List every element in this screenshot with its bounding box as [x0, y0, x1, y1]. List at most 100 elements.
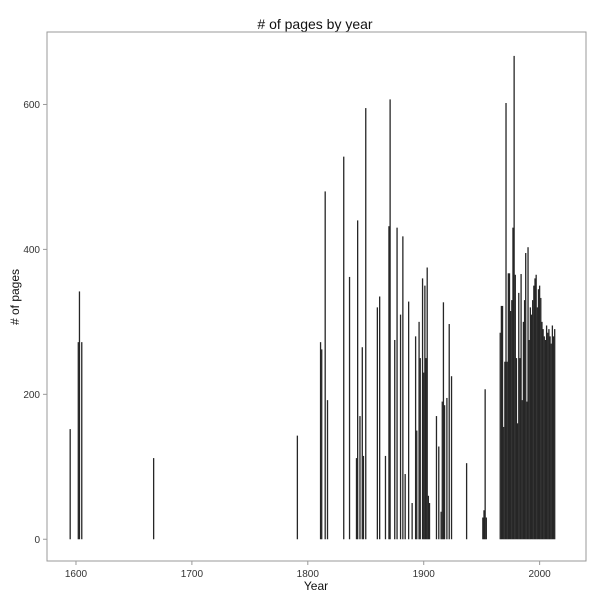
bar-1973 [507, 273, 509, 540]
bar-1972 [506, 361, 508, 540]
bar-2000 [538, 285, 541, 540]
plot-panel [46, 31, 587, 562]
bar-1860 [376, 307, 378, 540]
bar-1986 [522, 321, 525, 540]
bar-1890 [411, 503, 413, 540]
bar-1902 [425, 358, 427, 540]
bar-1901 [424, 285, 426, 540]
bar-1812 [321, 349, 323, 540]
bar-1815 [324, 191, 326, 540]
bar-1954 [485, 517, 487, 540]
bar-1903 [426, 267, 428, 540]
bar-1870 [388, 226, 390, 540]
bar-1983 [519, 358, 521, 540]
bar-1899 [421, 278, 424, 540]
bar-1911 [435, 416, 438, 540]
bar-1980 [515, 358, 518, 540]
bar-1905 [428, 503, 431, 540]
bar-2003 [542, 329, 544, 540]
bar-1887 [408, 301, 410, 540]
bar-1991 [528, 339, 530, 540]
bar-1981 [516, 423, 519, 540]
bar-1984 [520, 274, 522, 540]
bar-1937 [465, 463, 468, 540]
bar-2012 [552, 336, 555, 540]
bar-1997 [535, 274, 537, 540]
bar-1970 [504, 361, 506, 540]
bar-1605 [81, 342, 83, 540]
bar-1862 [379, 296, 381, 540]
bar-1667 [152, 458, 155, 540]
bar-1603 [78, 291, 81, 540]
x-tick-label-1700: 1700 [181, 569, 204, 580]
bar-1971 [505, 103, 507, 540]
bar-2011 [551, 325, 554, 540]
bar-1845 [359, 416, 361, 540]
bar-1917 [442, 302, 445, 540]
bar-1831 [343, 156, 345, 540]
x-tick-label-1900: 1900 [413, 569, 436, 580]
bar-1867 [384, 455, 387, 540]
bar-1913 [438, 446, 440, 540]
bar-2005 [544, 339, 547, 540]
y-axis-label: # of pages [8, 269, 22, 325]
y-tick-label-400: 400 [23, 245, 40, 256]
bar-1987 [523, 300, 526, 540]
bar-1969 [503, 426, 505, 540]
bar-1900 [423, 372, 425, 540]
bar-1922 [448, 324, 450, 540]
y-tick-label-0: 0 [34, 535, 40, 546]
bar-2001 [540, 297, 542, 540]
x-tick-label-1600: 1600 [65, 569, 88, 580]
bar-1920 [446, 397, 448, 540]
bars-group [69, 55, 556, 540]
bar-2006 [545, 325, 548, 540]
bar-2007 [547, 332, 549, 540]
y-tick-label-600: 600 [23, 100, 40, 111]
bar-1893 [414, 336, 417, 540]
bar-1897 [419, 358, 421, 540]
bar-1896 [418, 321, 420, 540]
bar-1968 [501, 305, 504, 540]
bar-1988 [525, 253, 527, 540]
bar-1951 [482, 517, 484, 540]
bar-1953 [484, 389, 486, 540]
bar-1994 [532, 300, 534, 540]
bar-1811 [319, 342, 322, 540]
bar-1976 [511, 300, 513, 540]
bar-1877 [396, 227, 398, 540]
bar-1985 [521, 400, 523, 540]
bar-1993 [530, 314, 533, 540]
bar-2010 [550, 343, 552, 540]
chart-title: # of pages by year [257, 16, 373, 32]
bar-1995 [533, 285, 535, 540]
bar-2009 [549, 336, 551, 540]
bar-1843 [357, 220, 359, 540]
bar-1880 [399, 314, 402, 540]
bar-1966 [499, 332, 501, 540]
bar-1884 [404, 474, 406, 540]
bar-1989 [526, 401, 528, 540]
bar-1915 [440, 511, 442, 540]
bar-1924 [450, 376, 453, 540]
bar-1916 [441, 401, 443, 540]
bar-1999 [537, 289, 540, 540]
bar-1974 [508, 273, 511, 540]
bar-1875 [394, 339, 396, 540]
bar-1990 [527, 247, 529, 540]
bar-1836 [348, 276, 351, 540]
bar-1967 [500, 305, 503, 540]
bar-1918 [443, 405, 446, 540]
bar-1602 [77, 342, 79, 540]
bar-1979 [514, 274, 516, 540]
bar-1977 [512, 227, 514, 540]
bar-1848 [362, 455, 365, 540]
bar-1952 [483, 510, 485, 540]
bar-1992 [529, 307, 532, 540]
bar-1871 [389, 99, 391, 540]
x-tick-label-1800: 1800 [297, 569, 320, 580]
bar-1904 [427, 495, 430, 540]
bar-1978 [513, 55, 515, 540]
bar-1996 [534, 278, 536, 540]
